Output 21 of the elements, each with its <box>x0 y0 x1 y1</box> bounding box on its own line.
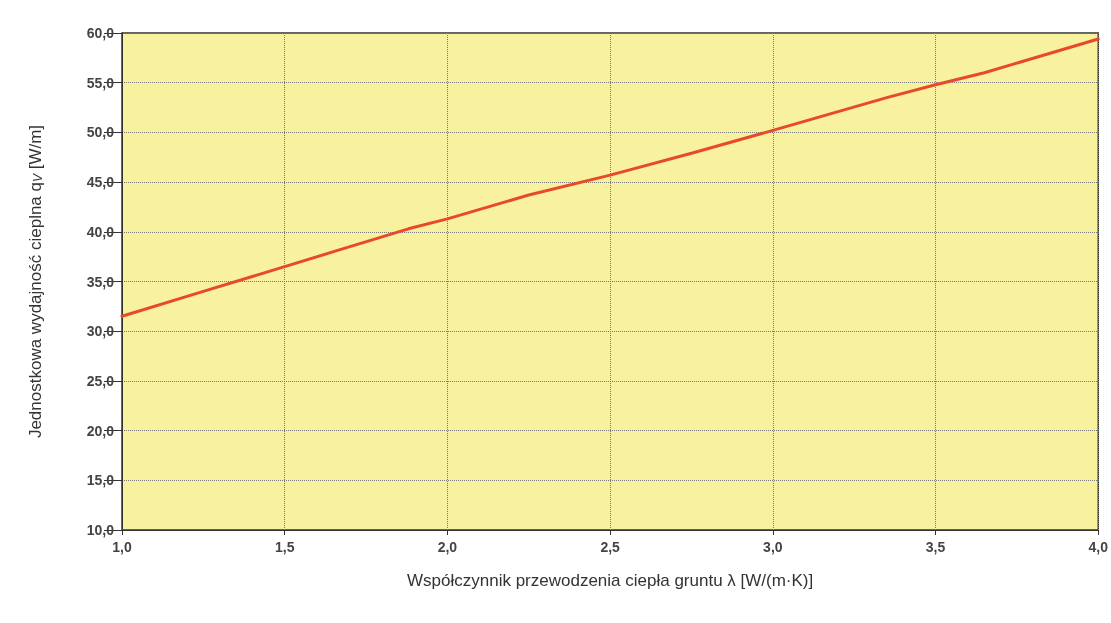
y-tick-label: 20,0 <box>86 422 115 439</box>
x-tick-label: 2,0 <box>437 539 458 555</box>
y-tick-label: 60,0 <box>86 25 115 41</box>
y-tick-label: 50,0 <box>86 124 115 141</box>
y-tick-label: 55,0 <box>86 74 115 91</box>
x-tick-label: 4,0 <box>1088 539 1109 555</box>
y-tick-label: 35,0 <box>86 273 115 290</box>
y-tick-label: 10,0 <box>86 522 115 538</box>
y-axis-title: Jednostkowa wydajność cieplna qV [W/m] <box>26 124 45 439</box>
y-tick-label: 40,0 <box>86 223 115 240</box>
y-tick-label: 30,0 <box>86 323 115 340</box>
y-tick-label: 15,0 <box>86 472 115 489</box>
x-tick-label: 1,5 <box>274 539 295 555</box>
x-tick-label: 2,5 <box>600 539 621 555</box>
x-axis-title: Współczynnik przewodzenia ciepła gruntu λ [W/(m·K)] <box>407 571 814 590</box>
y-tick-label: 25,0 <box>86 372 115 389</box>
x-tick-label: 3,5 <box>925 539 946 555</box>
line-series <box>120 37 1100 318</box>
y-tick-label: 45,0 <box>86 174 115 191</box>
x-tick-label: 1,0 <box>112 539 132 555</box>
x-tick-label: 3,0 <box>763 539 783 555</box>
